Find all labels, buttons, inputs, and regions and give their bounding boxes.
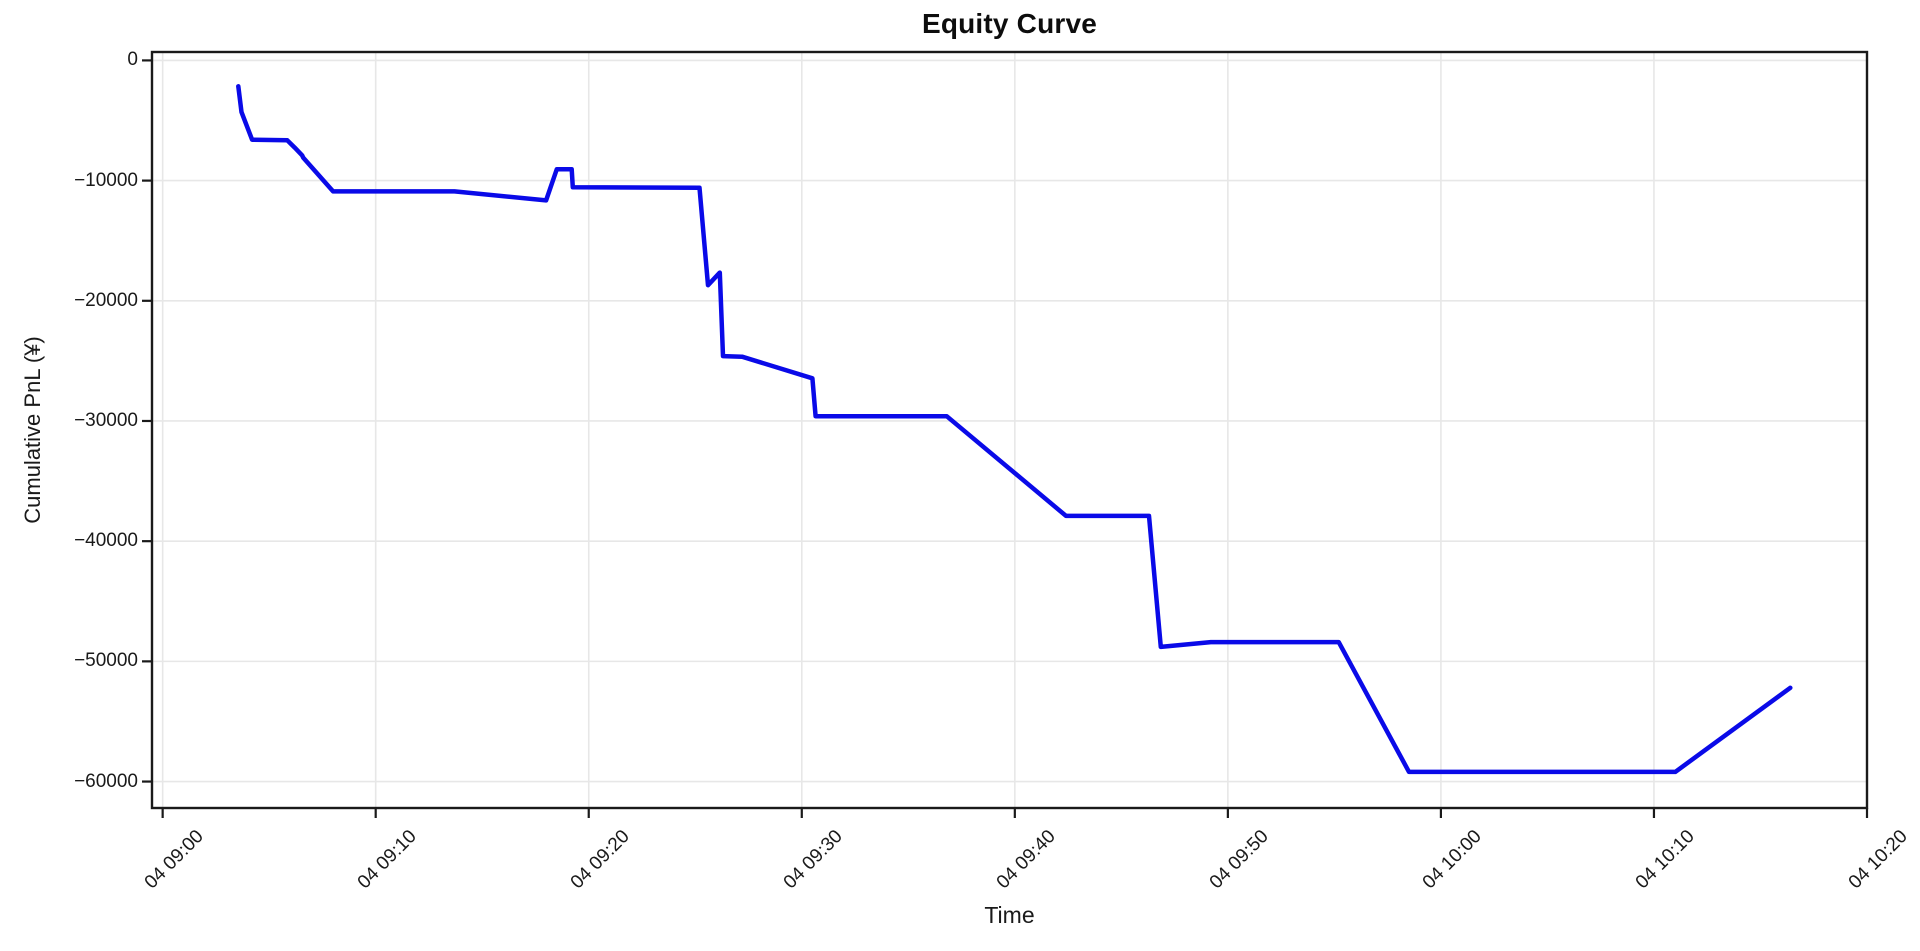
y-tick-label: −30000 <box>74 409 138 431</box>
x-axis-label: Time <box>984 902 1035 928</box>
y-tick-label: −60000 <box>74 770 138 792</box>
y-tick-label: 0 <box>127 49 138 71</box>
chart-title: Equity Curve <box>921 8 1098 39</box>
y-tick-label: −10000 <box>74 169 138 191</box>
axes-box <box>150 50 1869 810</box>
y-tick-label: −50000 <box>74 650 138 672</box>
y-tick-label: −20000 <box>74 289 138 311</box>
y-axis-label: Cumulative PnL (¥) <box>20 336 45 524</box>
equity-line <box>236 84 1793 775</box>
y-tick-label: −40000 <box>74 530 138 552</box>
